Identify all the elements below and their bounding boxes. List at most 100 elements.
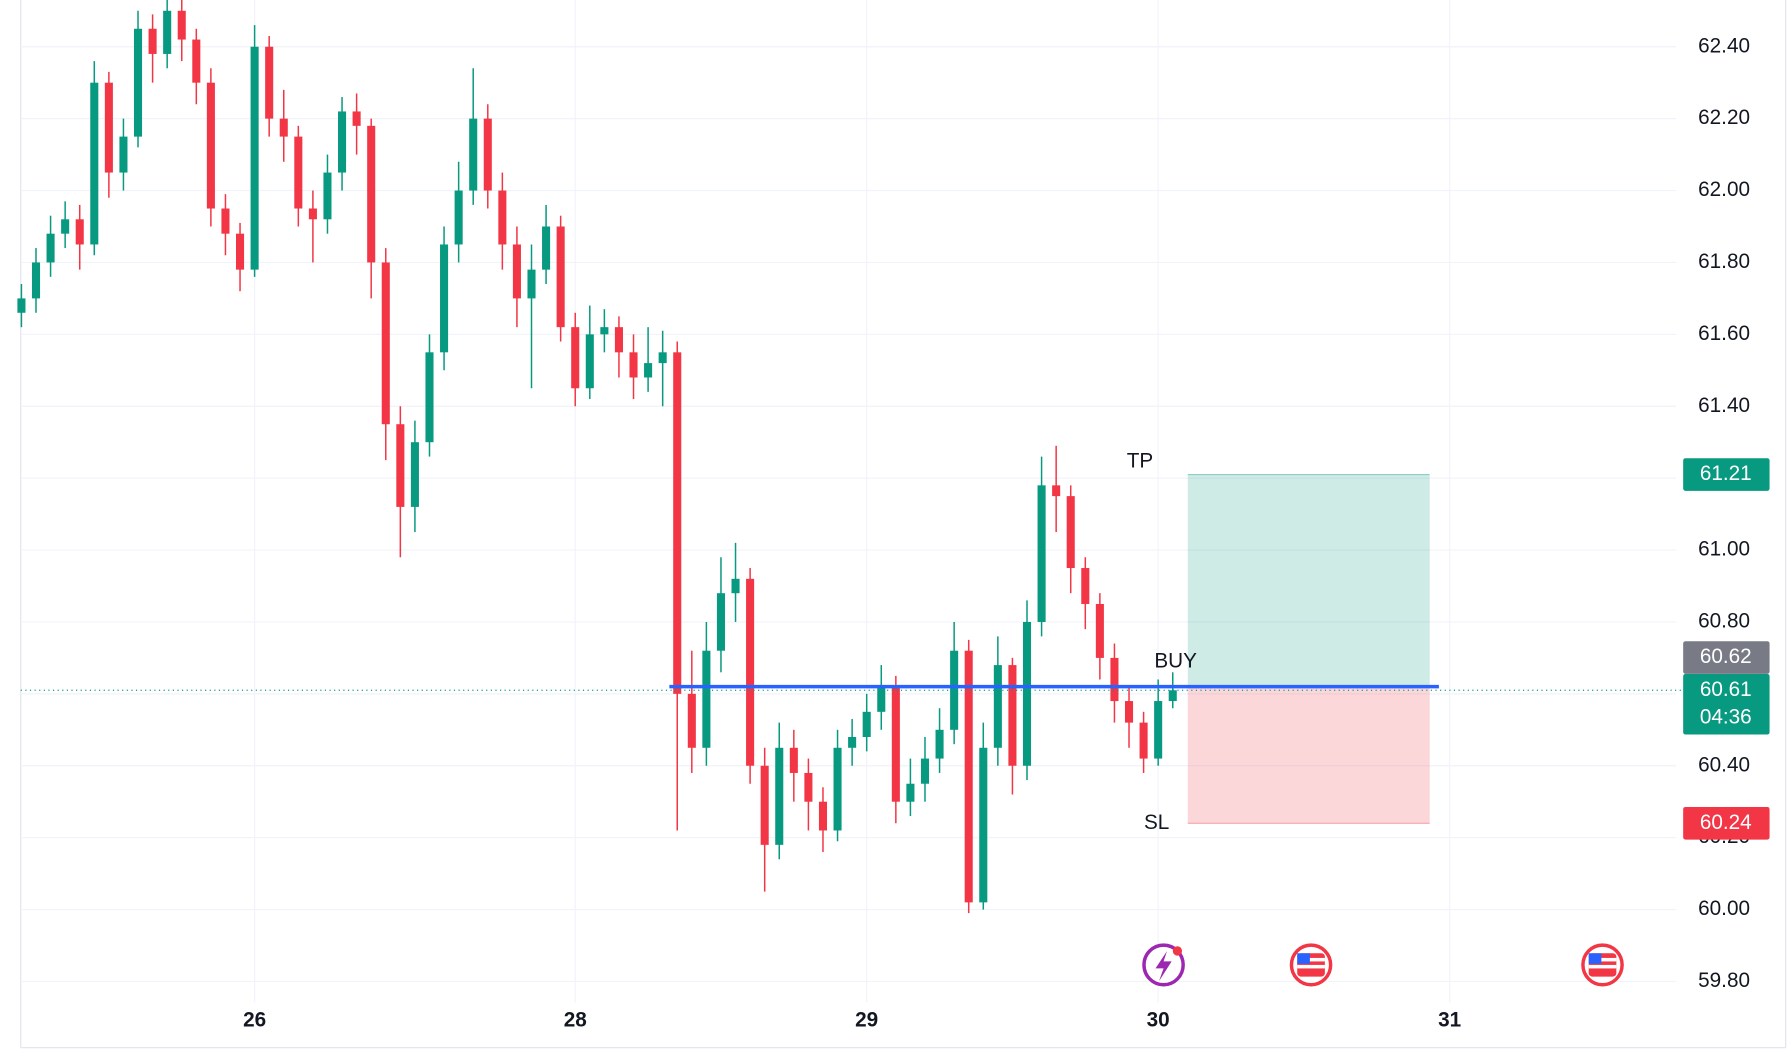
- y-tick-label: 62.20: [1698, 106, 1750, 129]
- candle-body: [1124, 701, 1134, 723]
- us-flag-icon[interactable]: [1581, 943, 1624, 987]
- candle-body: [425, 352, 434, 443]
- profit-zone: [1187, 474, 1430, 687]
- candle-body: [133, 28, 143, 137]
- candle-body: [483, 118, 492, 191]
- candle-body: [221, 208, 230, 234]
- candle-body: [687, 693, 696, 748]
- candle-body: [964, 650, 973, 903]
- y-tick-label: 61.40: [1698, 394, 1750, 417]
- last-price: 60.61: [1700, 678, 1752, 701]
- candle-body: [993, 665, 1002, 748]
- candle-body: [716, 593, 725, 651]
- candle-body: [979, 747, 988, 903]
- candle-body: [585, 334, 594, 389]
- candle-body: [469, 118, 478, 191]
- x-tick-label: 29: [855, 1008, 878, 1031]
- flag-canton: [1588, 953, 1602, 964]
- candle-body: [498, 190, 507, 245]
- candle-body: [556, 226, 565, 328]
- candle-body: [163, 10, 172, 54]
- y-tick-label: 59.80: [1698, 969, 1750, 992]
- candle-body: [891, 686, 900, 802]
- candle-body: [381, 262, 390, 425]
- candle-body: [367, 125, 376, 263]
- candle-body: [746, 578, 755, 766]
- candle-body: [1037, 485, 1046, 622]
- candle-body: [294, 136, 303, 209]
- candle-body: [906, 783, 915, 802]
- candle-body: [308, 208, 317, 220]
- y-tick-label: 60.00: [1698, 897, 1750, 920]
- y-tick-label: 60.40: [1698, 753, 1750, 776]
- candle-body: [1139, 722, 1148, 759]
- candles: [17, 0, 1177, 914]
- candle-body: [1052, 485, 1061, 497]
- overlay: TP BUY SL: [20, 449, 1683, 834]
- candle-body: [877, 686, 886, 712]
- candle-body: [1066, 496, 1075, 569]
- candle-body: [250, 46, 259, 270]
- countdown: 04:36: [1700, 706, 1752, 729]
- candle-body: [279, 118, 288, 137]
- candle-body: [1168, 690, 1177, 702]
- candle-body: [352, 111, 361, 126]
- candle-body: [600, 327, 609, 335]
- y-tick-label: 61.80: [1698, 250, 1750, 273]
- candle-body: [235, 233, 245, 270]
- x-tick-label: 31: [1438, 1008, 1461, 1031]
- candle-body: [31, 262, 41, 299]
- entry-price-badge: [1683, 641, 1770, 674]
- tp-price-badge: [1683, 458, 1770, 491]
- candle-body: [658, 352, 667, 364]
- candle-body: [75, 219, 84, 245]
- candle-body: [673, 352, 682, 694]
- candle-body: [848, 736, 857, 748]
- x-tick-label: 28: [564, 1008, 587, 1031]
- flag-stripe: [1297, 957, 1325, 962]
- candle-body: [192, 39, 201, 83]
- price-axis: 59.8060.0060.2060.4060.6060.8061.0061.20…: [243, 34, 1770, 1031]
- candle-body: [119, 136, 128, 173]
- tp-label: TP: [1127, 449, 1153, 472]
- candle-body: [454, 190, 463, 245]
- candle-body: [206, 82, 215, 209]
- candle-body: [935, 729, 944, 759]
- candle-body: [760, 765, 769, 845]
- y-tick-label: 62.40: [1698, 34, 1750, 57]
- candle-body: [1022, 621, 1032, 766]
- event-dot: [1172, 946, 1183, 956]
- candle-body: [862, 711, 871, 737]
- y-tick-label: 62.00: [1698, 178, 1750, 201]
- candle-body: [440, 244, 449, 353]
- candle-body: [731, 578, 740, 594]
- candle-body: [265, 46, 274, 119]
- candle-body: [338, 111, 347, 173]
- y-tick-label: 61.60: [1698, 322, 1750, 345]
- candle-body: [46, 233, 55, 263]
- candle-body: [571, 327, 580, 389]
- candle-body: [1154, 701, 1163, 759]
- flag-canton: [1297, 953, 1310, 964]
- y-tick-label: 61.00: [1698, 537, 1750, 560]
- candle-body: [789, 747, 798, 773]
- sl-price: 60.24: [1700, 811, 1752, 834]
- candle-body: [644, 363, 653, 378]
- loss-zone: [1187, 686, 1430, 824]
- candle-body: [512, 244, 521, 299]
- candle-body: [702, 650, 711, 748]
- candle-body: [90, 82, 99, 245]
- position-tool: [1187, 473, 1430, 824]
- candle-body: [148, 28, 157, 54]
- us-flag-icon[interactable]: [1289, 943, 1333, 987]
- flag-stripe: [1588, 957, 1617, 962]
- sl-label: SL: [1144, 811, 1169, 834]
- candle-body: [410, 442, 419, 507]
- candle-body: [527, 269, 536, 299]
- candle-body: [1008, 665, 1017, 766]
- x-tick-label: 26: [243, 1008, 266, 1031]
- candle-body: [177, 10, 186, 40]
- candle-body: [542, 226, 551, 270]
- candle-body: [1095, 603, 1104, 658]
